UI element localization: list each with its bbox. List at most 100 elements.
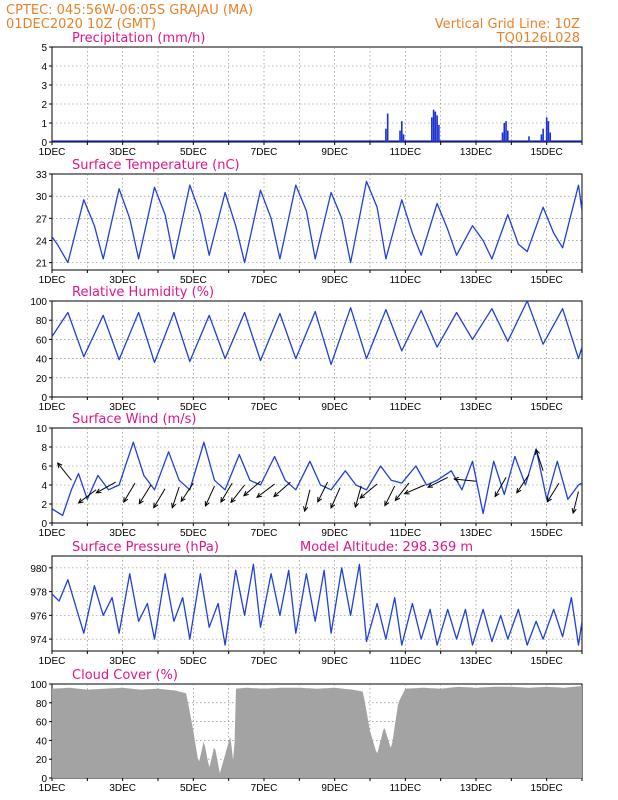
wind-vector-shaft: [535, 449, 544, 471]
y-tick-label: 0: [41, 774, 47, 785]
wind-vector-head: [394, 495, 401, 502]
wind-vector: [273, 481, 291, 498]
wind-vector-head: [243, 490, 249, 497]
temp-series-line: [52, 180, 582, 264]
y-tick-label: 60: [36, 335, 48, 346]
precip-bar: [501, 132, 504, 142]
wind-vector: [394, 482, 410, 502]
precip-bar: [399, 130, 401, 142]
wind-vector-shaft: [273, 481, 291, 498]
y-tick-label: 1: [41, 119, 47, 130]
wind-vector-shaft: [256, 483, 275, 498]
wind-series-line: [52, 441, 582, 517]
x-tick-label: 5DEC: [180, 147, 207, 158]
wind-vector-head: [353, 502, 360, 509]
x-tick-label: 9DEC: [321, 147, 348, 158]
y-tick-label: 21: [36, 259, 48, 270]
wind-vector-shaft: [138, 484, 152, 504]
y-tick-label: 40: [36, 736, 48, 747]
wind-vector-head: [204, 500, 210, 508]
header-grid-line: Vertical Grid Line: 10Z: [435, 17, 580, 32]
x-tick-label: 13DEC: [460, 528, 492, 539]
x-tick-label: 3DEC: [109, 402, 136, 413]
precip-bar: [386, 113, 389, 142]
panel-rh: 0 20 40 60 80 100 1DEC 3DEC 5DEC 7DEC 9DEC 11DEC 13D…: [30, 285, 583, 413]
x-tick-label: 11DEC: [390, 402, 422, 413]
wind-vector-shaft: [243, 480, 261, 497]
wind-vector: [384, 485, 396, 507]
wind-vector: [153, 488, 166, 509]
wind-vector-head: [516, 487, 522, 494]
header-location: CPTEC: 045:56W-06:05S GRAJAU (MA): [6, 3, 253, 18]
wind-vector: [535, 448, 544, 471]
x-tick-label: 5DEC: [180, 275, 207, 286]
x-tick-label: 11DEC: [390, 783, 422, 794]
x-tick-label: 7DEC: [251, 783, 278, 794]
panel-title: Surface Pressure (hPa): [72, 540, 219, 555]
x-tick-label: 9DEC: [321, 402, 348, 413]
panel-frame: [51, 555, 583, 652]
precip-bar: [438, 124, 440, 142]
x-tick-label: 15DEC: [531, 402, 563, 413]
wind-vector-shaft: [354, 485, 362, 508]
panel-wind: 0 2 4 6 8 10 1DEC 3DEC 5DEC 7DEC 9DEC 11DEC 13DEC 15D…: [36, 412, 583, 539]
wind-vector-head: [317, 496, 323, 503]
wind-vector: [353, 485, 362, 509]
x-tick-label: 3DEC: [109, 275, 136, 286]
wind-vector: [138, 484, 152, 505]
y-tick-label: 60: [36, 718, 48, 729]
wind-vector-shaft: [180, 482, 194, 502]
wind-vector-shaft: [516, 474, 530, 494]
panel-title: Relative Humidity (%): [72, 285, 214, 300]
panel-press: 974 976 978 980 1DEC 3DEC 5DEC 7DEC 9DEC 11DEC 13D…: [30, 540, 583, 667]
y-tick-label: 3: [41, 81, 47, 92]
x-tick-label: 15DEC: [531, 528, 563, 539]
panel-title: Cloud Cover (%): [72, 668, 178, 683]
y-tick-label: 6: [41, 462, 47, 473]
wind-vector: [317, 481, 329, 503]
wind-vector-head: [171, 502, 177, 509]
x-tick-label: 11DEC: [390, 528, 422, 539]
wind-vector: [427, 476, 448, 488]
cloud-area: [52, 685, 582, 778]
wind-vector-head: [546, 496, 552, 503]
y-tick-label: 4: [41, 481, 47, 492]
y-tick-label: 33: [36, 170, 48, 181]
precip-bar: [528, 136, 530, 142]
wind-vector-shaft: [153, 488, 166, 508]
x-tick-label: 13DEC: [460, 402, 492, 413]
panel-title: Precipitation (mm/h): [72, 31, 205, 46]
panel-cloud: 0 20 40 60 80 100 1DEC 3DEC 5DEC 7DEC 9DEC 11DEC 13D…: [30, 668, 583, 794]
data-temp: [52, 180, 582, 264]
header-code: TQ0126L028: [496, 31, 580, 46]
y-tick-label: 0: [41, 393, 47, 404]
x-tick-label: 5DEC: [180, 656, 207, 667]
y-tick-label: 980: [30, 564, 47, 575]
precip-bar: [434, 111, 437, 142]
y-tick-label: 27: [36, 214, 48, 225]
x-tick-label: 1DEC: [39, 147, 66, 158]
precip-bar: [542, 128, 544, 142]
y-tick-label: 80: [36, 699, 48, 710]
y-tick-label: 8: [41, 443, 47, 454]
wind-vector-head: [494, 491, 500, 498]
x-tick-label: 7DEC: [251, 402, 278, 413]
precip-bar: [505, 121, 507, 142]
rh-series-line: [52, 301, 582, 366]
wind-vector-head: [138, 498, 144, 505]
wind-vector-head: [180, 496, 186, 503]
y-tick-label: 100: [30, 297, 47, 308]
precip-bar: [545, 117, 548, 142]
wind-vector: [77, 489, 97, 504]
y-tick-label: 4: [41, 62, 47, 73]
panel-frame: [51, 46, 583, 143]
wind-vector-head: [56, 462, 63, 469]
wind-vector: [546, 482, 560, 503]
wind-vector-head: [571, 507, 577, 515]
wind-vector: [204, 485, 215, 508]
wind-vector-shaft: [454, 478, 477, 482]
x-tick-label: 9DEC: [321, 275, 348, 286]
panel-frame: [51, 173, 583, 271]
x-tick-label: 15DEC: [531, 275, 563, 286]
x-tick-label: 13DEC: [460, 783, 492, 794]
